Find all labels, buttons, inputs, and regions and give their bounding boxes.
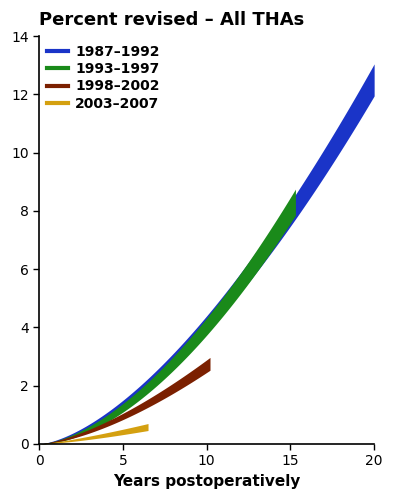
Text: Percent revised – All THAs: Percent revised – All THAs: [39, 11, 305, 29]
X-axis label: Years postoperatively: Years postoperatively: [113, 474, 300, 489]
Legend: 1987–1992, 1993–1997, 1998–2002, 2003–2007: 1987–1992, 1993–1997, 1998–2002, 2003–20…: [42, 39, 165, 117]
